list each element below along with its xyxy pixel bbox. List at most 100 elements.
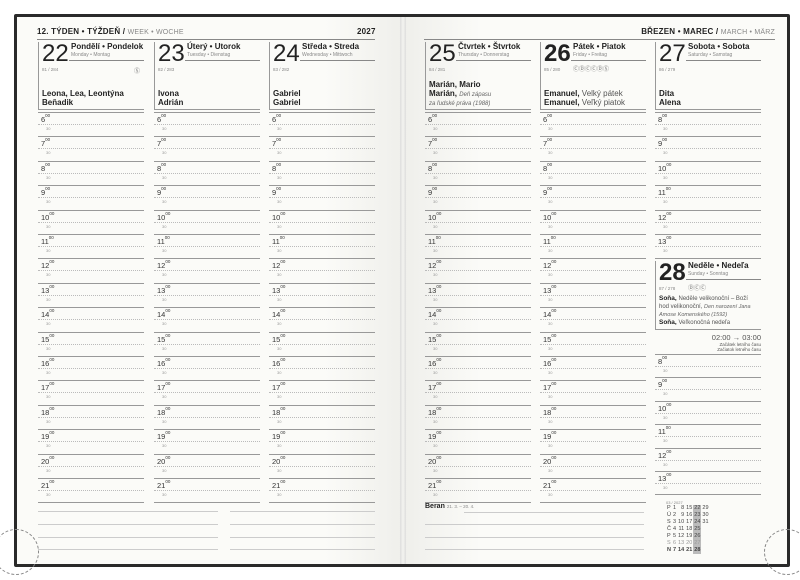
half-hour-label: 30 — [162, 467, 167, 473]
time-slot-11: 1100 30 — [154, 234, 260, 258]
name-day-line: hod velikonoční, Den narození Jana — [659, 303, 751, 311]
hour: 11 — [157, 237, 165, 246]
day-header-26: 26 Pátek • Piatok Friday • Freitag 85 / 280… — [540, 42, 646, 110]
minutes: 00 — [161, 137, 167, 143]
half-hour-label: 30 — [548, 443, 553, 449]
minutes: 00 — [165, 357, 171, 362]
time-slot-20: 2000 30 — [154, 453, 260, 478]
hour: 7 — [543, 139, 548, 149]
hour: 8 — [658, 115, 663, 124]
hour: 14 — [428, 310, 437, 320]
time-slot-17: 1700 30 — [269, 380, 375, 404]
hour-label: 2100 — [272, 479, 285, 490]
hour: 9 — [543, 188, 548, 198]
time-slot-9: 900 30 — [655, 377, 761, 400]
date-cell: 18 — [686, 526, 693, 532]
half-hour-label: 30 — [277, 467, 282, 473]
date-cell: 30 — [702, 512, 709, 518]
time-slot-15: 1500 30 — [540, 331, 646, 356]
notes-line — [230, 537, 375, 538]
time-slot-9: 900 30 — [38, 185, 144, 209]
minutes: 00 — [666, 161, 672, 167]
time-slot-7: 700 30 — [154, 136, 260, 160]
half-hour-label: 30 — [548, 272, 553, 278]
date-cell: 15 — [686, 505, 693, 511]
hour: 8 — [272, 163, 277, 173]
hour: 20 — [157, 456, 166, 466]
time-slot-13: 1300 30 — [38, 282, 144, 307]
half-hour-divider — [269, 465, 375, 467]
hour-label: 700 — [157, 137, 167, 149]
name-day-text: za ľudské práva (1988) — [429, 101, 491, 107]
name-day-line: Alena — [659, 98, 681, 107]
hour-label: 1200 — [543, 259, 557, 271]
hour-label: 1000 — [428, 210, 442, 222]
half-hour-divider — [154, 221, 260, 223]
hour-label: 2100 — [41, 479, 55, 490]
time-slot-11: 1100 30 — [269, 234, 375, 258]
time-slot-17: 1700 30 — [154, 380, 260, 404]
time-slot-6: 600 30 — [540, 112, 646, 136]
minutes: 00 — [662, 113, 668, 118]
half-hour-divider — [38, 319, 144, 321]
notes-line — [38, 537, 218, 538]
zodiac-label: Beran 21. 3. – 20. 4. — [425, 503, 474, 511]
half-hour-divider — [38, 416, 144, 418]
half-hour-divider — [655, 124, 761, 125]
hour: 19 — [41, 432, 50, 442]
half-hour-label: 30 — [277, 223, 282, 229]
slot-end-rule — [655, 258, 761, 260]
hour: 8 — [157, 163, 162, 173]
minutes: 00 — [662, 137, 668, 143]
left-page: 12. TÝDEN • TÝŽDEŇ / WEEK • WOCHE 2027 2… — [0, 17, 402, 575]
date-cell: 29 — [702, 505, 709, 511]
half-hour-divider — [154, 465, 260, 467]
minutes: 00 — [165, 381, 171, 387]
minutes: 00 — [551, 454, 557, 460]
hour-label: 900 — [428, 186, 437, 197]
time-slot-20: 2000 30 — [540, 453, 646, 478]
minutes: 00 — [436, 283, 442, 289]
half-hour-label: 30 — [162, 272, 167, 278]
half-hour-label: 30 — [663, 248, 668, 253]
dst-time: 02:00 → 03:00 — [711, 333, 761, 342]
minutes: 00 — [666, 448, 672, 454]
hour: 15 — [543, 334, 552, 344]
name-day-line: Amose Komenského (1592) — [659, 311, 727, 319]
half-hour-label: 30 — [46, 370, 51, 375]
day-number: 27 — [659, 40, 686, 67]
half-hour-divider — [540, 124, 646, 125]
half-hour-divider — [154, 490, 260, 491]
time-slot-8: 800 30 — [540, 160, 646, 185]
name-day-line: Emanuel, Velký pátek — [544, 89, 623, 98]
half-hour-divider — [269, 416, 375, 418]
half-hour-label: 30 — [548, 418, 553, 424]
half-hour-divider — [425, 465, 531, 467]
half-hour-divider — [655, 366, 761, 367]
half-hour-label: 30 — [663, 174, 668, 180]
minutes: 00 — [551, 259, 557, 265]
minutes: 00 — [551, 430, 557, 436]
minutes: 00 — [45, 137, 51, 143]
name-day-line: Marián, Mario — [429, 80, 481, 89]
hour: 18 — [428, 407, 437, 417]
half-hour-divider — [269, 319, 375, 321]
minutes: 00 — [165, 259, 171, 265]
half-hour-divider — [425, 343, 531, 345]
slot-end-rule — [540, 502, 646, 504]
minutes: 00 — [49, 479, 55, 484]
hour-label: 900 — [658, 378, 668, 390]
half-hour-label: 30 — [162, 174, 167, 180]
hour: 10 — [543, 212, 552, 222]
half-hour-label: 30 — [433, 345, 438, 351]
day-header-23: 23 Úterý • Utorok Tuesday • Dienstag 82 / 2… — [154, 42, 260, 110]
half-hour-divider — [269, 490, 375, 491]
dst-notice: 02:00 → 03:00 Začátek letního času Začiato… — [655, 333, 761, 352]
minutes: 00 — [662, 378, 668, 384]
slot-end-rule — [425, 502, 531, 504]
minutes: 00 — [45, 186, 51, 192]
hour-label: 1800 — [157, 406, 170, 417]
time-slot-12: 1200 30 — [655, 209, 761, 234]
half-hour-divider — [540, 319, 646, 321]
minutes: 00 — [436, 210, 442, 216]
